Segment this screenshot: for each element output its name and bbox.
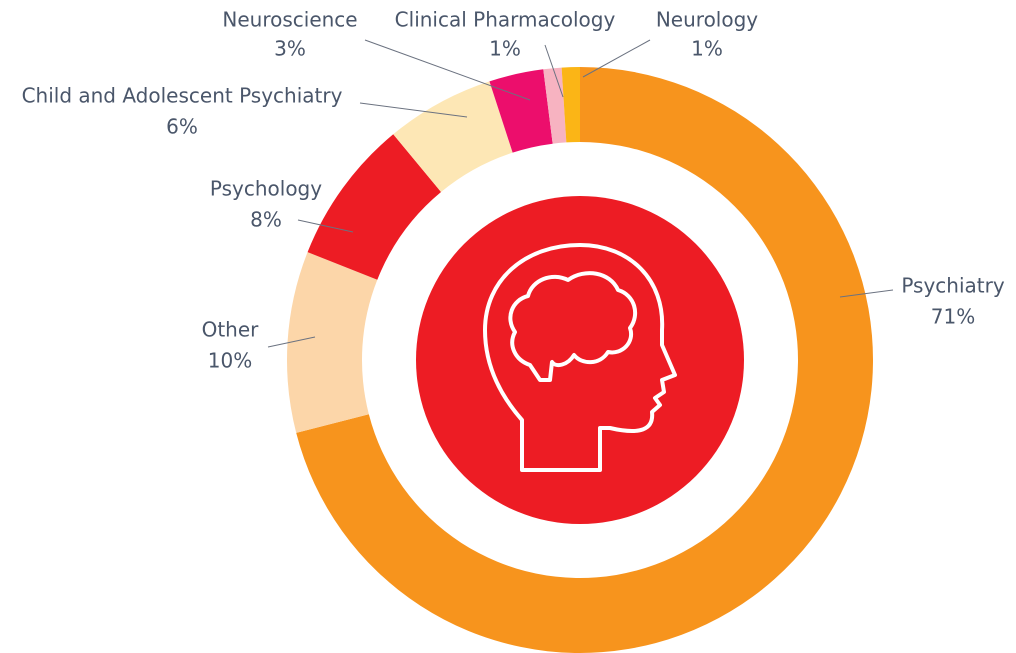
brain-icon [483,243,677,472]
leader-line [839,289,894,298]
slice [287,252,378,433]
slice [489,69,553,153]
value-label: 6% [166,115,198,139]
value-label: 1% [691,37,723,61]
category-label: Psychiatry [901,274,1005,298]
category-label: Neurology [656,8,758,32]
slices [287,67,873,653]
leader-line [364,39,531,101]
labels: Psychiatry 71% Other 10% Psychology 8% Child a… [22,8,1005,373]
leader-line [297,219,354,233]
category-label: Neuroscience [222,8,357,32]
leader-line [544,44,564,98]
value-label: 8% [250,208,282,232]
slice [543,67,567,144]
value-label: 3% [274,37,306,61]
leader-line [582,39,651,78]
value-label: 71% [931,305,975,329]
slice [393,81,513,193]
category-label: Other [202,318,260,342]
leader-line [359,102,468,118]
slice [561,67,580,143]
slice [307,134,442,280]
category-label: Psychology [210,177,322,201]
value-label: 1% [489,37,521,61]
brain-icon [508,271,638,382]
leader-line [267,336,316,348]
category-label: Clinical Pharmacology [395,8,616,32]
category-label: Child and Adolescent Psychiatry [22,84,343,108]
value-label: 10% [208,349,252,373]
